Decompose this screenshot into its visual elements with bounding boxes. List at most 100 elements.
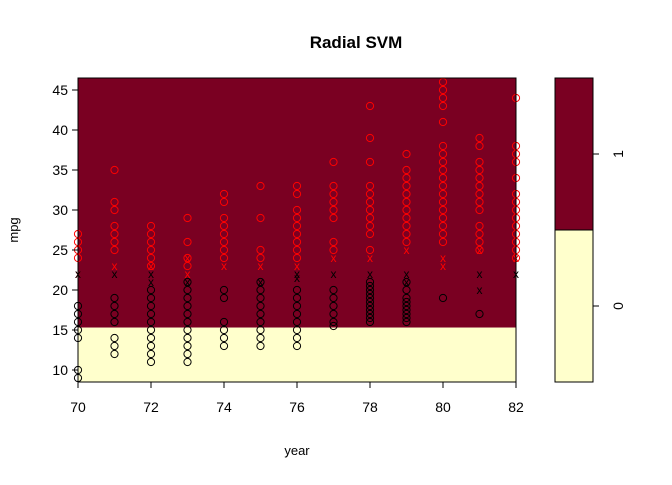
data-point-circle [110,229,119,239]
x-tick-label: 82 [508,399,524,415]
data-point-circle [219,341,229,351]
data-point-cross: x [367,251,373,265]
data-point-circle [329,293,338,303]
x-tick-label: 78 [362,399,378,415]
data-point-circle [438,101,448,111]
data-point-circle [183,285,192,295]
data-point-circle [146,229,156,239]
data-point-circle [110,197,119,207]
data-point-circle [146,333,156,343]
data-point-circle [146,301,156,311]
data-point-cross: x [112,259,118,273]
data-point-circle [256,277,265,287]
data-point-circle [329,157,338,167]
data-point-cross: x [294,267,300,281]
data-point-circle [402,173,411,183]
data-point-circle [219,325,229,335]
data-point-circle [365,285,375,295]
data-point-circle [110,317,119,327]
data-point-circle [365,133,375,143]
data-point-circle [292,333,302,343]
data-point-circle [219,229,229,239]
data-point-circle [365,289,375,299]
data-point-circle [475,245,484,255]
data-point-circle [256,325,265,335]
data-point-circle [365,197,375,207]
data-point-circle [110,205,119,215]
data-point-circle [256,293,265,303]
y-axis-label: mpg [6,217,21,242]
data-point-circle [292,253,302,263]
data-point-circle [475,141,484,151]
data-point-circle [438,117,448,127]
data-point-cross: x [185,275,191,289]
x-tick-label: 74 [216,399,232,415]
data-point-circle [183,349,192,359]
data-point-circle [146,349,156,359]
x-tick-label: 76 [289,399,305,415]
color-key-label: 1 [610,150,626,158]
data-point-circle [438,189,448,199]
data-point-circle [365,229,375,239]
data-point-circle [438,85,448,95]
data-point-circle [365,189,375,199]
data-point-circle [329,309,338,319]
data-point-circle [475,189,484,199]
data-point-circle [402,149,411,159]
data-point-circle [329,285,338,295]
data-point-circle [365,301,375,311]
data-point-circle [292,189,302,199]
decision-region-class-0 [78,327,516,382]
data-point-circle [475,237,484,247]
data-point-circle [292,205,302,215]
data-point-cross: x [258,275,264,289]
data-point-circle [402,189,411,199]
data-point-circle [292,221,302,231]
data-point-circle [438,293,448,303]
data-point-cross: x [404,243,410,257]
data-point-circle [219,221,229,231]
y-tick-label: 40 [52,122,68,138]
data-point-circle [365,181,375,191]
data-point-circle [438,141,448,151]
data-point-circle [183,341,192,351]
data-point-circle [219,253,229,263]
y-tick-label: 45 [52,82,68,98]
data-point-circle [402,229,411,239]
data-point-circle [110,165,119,175]
data-point-circle [292,285,302,295]
data-point-cross: x [404,275,410,289]
data-point-circle [219,189,229,199]
data-point-circle [365,281,375,291]
color-key-label: 0 [610,302,626,310]
data-point-circle [256,317,265,327]
data-point-circle [219,285,229,295]
data-point-circle [438,237,448,247]
data-point-cross: x [294,271,300,285]
data-point-circle [438,205,448,215]
data-point-circle [292,237,302,247]
data-point-circle [110,221,119,231]
data-point-circle [438,229,448,239]
data-point-cross: x [185,267,191,281]
data-point-cross: x [331,251,337,265]
data-point-cross: x [148,275,154,289]
data-point-circle [402,285,411,295]
data-point-circle [438,165,448,175]
data-point-circle [365,297,375,307]
data-point-circle [110,301,119,311]
data-point-circle [475,173,484,183]
data-point-circle [183,301,192,311]
data-point-circle [146,341,156,351]
data-point-cross: x [404,267,410,281]
data-point-circle [402,213,411,223]
x-axis: 70 72 74 76 78 80 82 [70,381,524,415]
data-point-circle [402,165,411,175]
data-point-circle [475,181,484,191]
data-point-circle [219,197,229,207]
data-point-circle [146,325,156,335]
data-point-circle [146,317,156,327]
data-point-circle [365,309,375,319]
data-point-circle [183,333,192,343]
